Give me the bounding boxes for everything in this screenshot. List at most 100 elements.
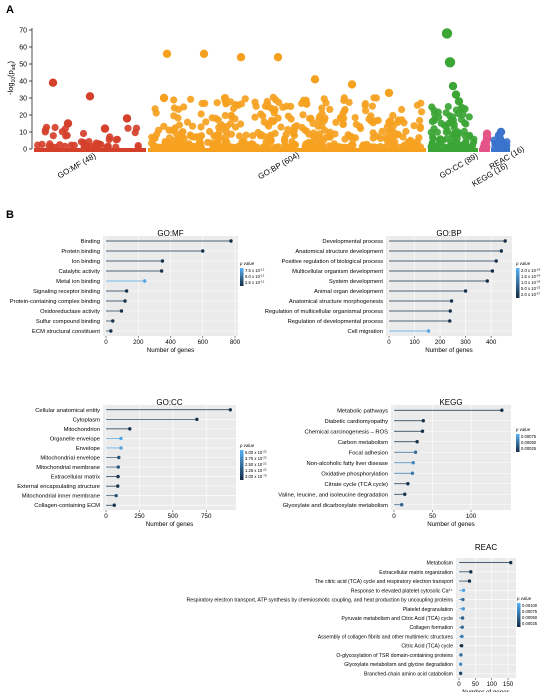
legend-title: p value <box>516 596 532 601</box>
manhattan-point <box>183 118 192 126</box>
category-label: Regulation of multicellular organismal p… <box>265 309 383 315</box>
category-label: Respiratory electron transport, ATP synt… <box>186 598 453 604</box>
manhattan-series-0: GO:MF (48) <box>34 78 146 180</box>
manhattan-highlight-point <box>63 119 73 128</box>
manhattan-point <box>336 143 344 151</box>
manhattan-point <box>226 120 235 128</box>
manhattan-highlight-point <box>384 88 394 98</box>
lollipop-point <box>448 309 452 313</box>
manhattan-series-4: REAC (16) <box>488 127 526 171</box>
manhattan-highlight-point <box>454 97 464 106</box>
category-label: Catalytic activity <box>58 269 100 275</box>
lollipop-point <box>109 329 113 333</box>
x-tick-label: 400 <box>486 339 497 346</box>
manhattan-point <box>241 140 249 148</box>
manhattan-point <box>198 99 206 108</box>
manhattan-y-tick-label: 30 <box>19 96 27 103</box>
category-label: Carbon metabolism <box>338 440 388 446</box>
lollipop-point <box>461 607 465 611</box>
manhattan-point <box>310 142 318 150</box>
category-label: Glyoxylate metabolism and glycine degrad… <box>344 662 453 668</box>
x-tick-label: 0 <box>457 681 461 688</box>
manhattan-point <box>273 143 281 151</box>
manhattan-category-label: GO:MF (48) <box>56 151 98 180</box>
manhattan-point <box>252 102 260 110</box>
manhattan-point <box>430 125 438 133</box>
lollipop-point <box>460 625 464 629</box>
manhattan-point <box>195 133 203 141</box>
manhattan-point <box>187 132 195 140</box>
lollipop-point <box>458 662 463 666</box>
manhattan-point <box>280 137 289 145</box>
manhattan-point <box>174 105 183 113</box>
category-label: Protein-containing complex binding <box>10 299 100 305</box>
category-label: External encapsulating structure <box>17 484 100 490</box>
x-tick-label: 200 <box>133 339 144 346</box>
legend-label: 0.00050 <box>522 615 538 620</box>
category-label: Diabetic cardiomyopathy <box>325 419 389 425</box>
manhattan-point <box>318 104 326 112</box>
manhattan-point <box>160 122 168 130</box>
category-label: Anatomical structure development <box>295 249 383 255</box>
manhattan-segment-bar <box>428 148 478 152</box>
manhattan-point <box>213 99 221 107</box>
manhattan-point <box>241 95 249 103</box>
category-label: Positive regulation of biological proces… <box>281 259 383 265</box>
manhattan-highlight-point <box>273 53 283 62</box>
manhattan-point <box>251 113 259 121</box>
manhattan-point <box>379 143 388 151</box>
legend-label: 2.0 x 10-57 <box>521 292 541 298</box>
manhattan-point <box>407 137 416 146</box>
manhattan-point <box>341 143 350 151</box>
manhattan-point <box>197 123 205 131</box>
legend-label: 5.00 x 10-22 <box>245 450 267 456</box>
manhattan-point <box>232 123 240 131</box>
manhattan-point <box>361 100 369 108</box>
category-label: Mitochondrial envelope <box>40 456 100 462</box>
manhattan-point <box>304 142 312 150</box>
manhattan-point <box>185 142 193 150</box>
manhattan-point <box>269 93 277 101</box>
manhattan-point <box>202 118 210 126</box>
manhattan-series-1: GO:BP (604) <box>147 49 426 181</box>
manhattan-highlight-point <box>451 90 461 99</box>
manhattan-point <box>165 126 173 134</box>
legend-label: 0.00100 <box>522 603 538 608</box>
legend-title: p value <box>515 261 531 266</box>
category-label: Collagen formation <box>409 625 453 631</box>
manhattan-highlight-point <box>162 49 172 58</box>
manhattan-point <box>307 114 315 122</box>
lollipop-point <box>461 588 466 593</box>
lollipop-point <box>485 279 489 283</box>
manhattan-point <box>284 126 292 134</box>
manhattan-point <box>124 124 132 132</box>
manhattan-point <box>249 132 257 140</box>
manhattan-point <box>189 122 197 130</box>
lollipop-point <box>449 299 454 303</box>
legend-label: 7.5 x 10-12 <box>245 268 265 274</box>
manhattan-highlight-point <box>236 53 246 62</box>
manhattan-point <box>291 140 299 149</box>
category-label: Cell migration <box>348 329 383 335</box>
category-label: System development <box>329 279 384 285</box>
lollipop-point <box>229 239 233 243</box>
x-tick-label: 100 <box>487 681 498 688</box>
lollipop-point <box>160 259 165 263</box>
category-label: Valine, leucine, and isoleucine degradat… <box>278 492 388 498</box>
category-label: Developmental process <box>322 239 383 245</box>
manhattan-point <box>360 142 368 150</box>
legend-label: 1.0 x 10-24 <box>521 280 541 286</box>
legend-label: 1.25 x 10-22 <box>245 468 267 474</box>
category-label: Metabolism <box>426 561 453 567</box>
lollipop-point <box>413 450 418 454</box>
manhattan-point <box>417 99 425 107</box>
category-label: Metal ion binding <box>56 279 100 285</box>
legend-colorbar <box>516 434 520 452</box>
manhattan-point <box>298 99 306 108</box>
x-tick-label: 0 <box>392 513 396 520</box>
category-label: Metabolic pathways <box>337 408 388 414</box>
manhattan-point <box>336 114 344 122</box>
category-label: Ion binding <box>72 259 100 265</box>
panel-label-b: B <box>6 209 14 221</box>
manhattan-point <box>418 108 426 116</box>
